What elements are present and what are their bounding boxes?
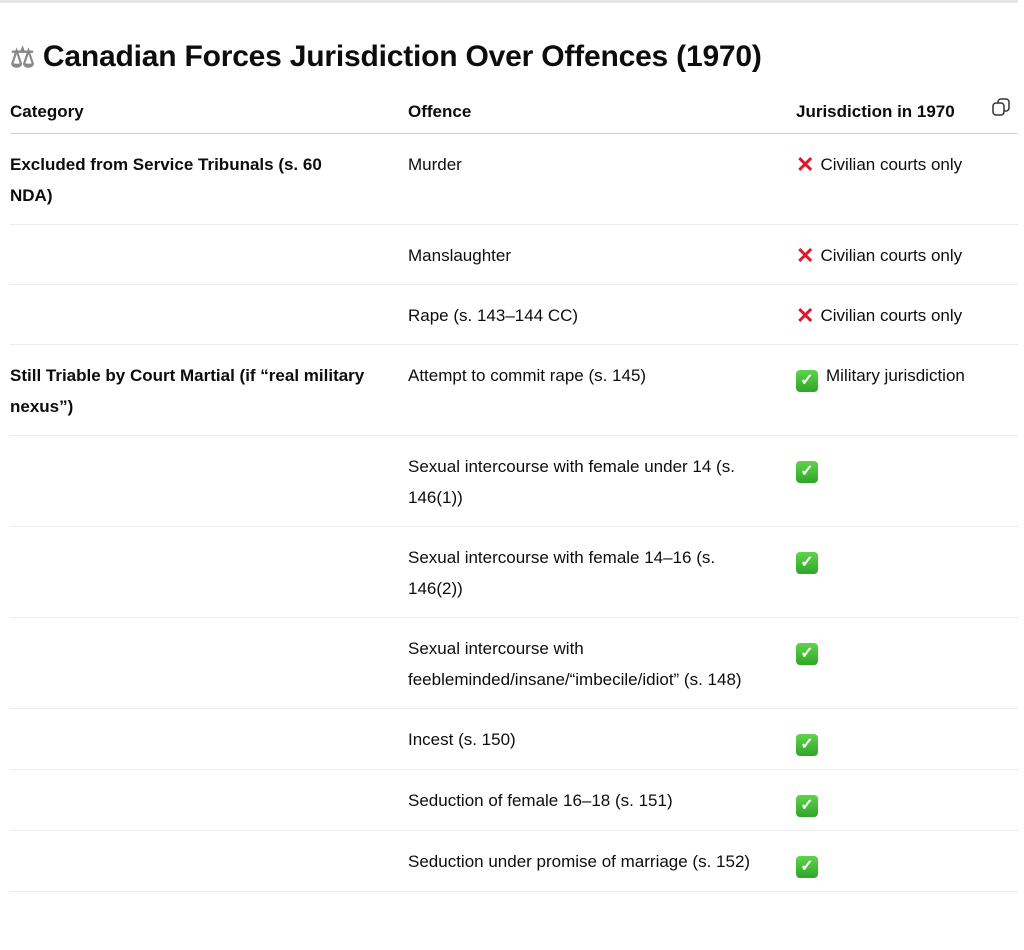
check-mark-icon: ✓ — [796, 370, 818, 392]
page-title-text: Canadian Forces Jurisdiction Over Offenc… — [42, 40, 762, 73]
category-cell — [10, 830, 408, 892]
table-row: Manslaughter ✕ Civilian courts only — [10, 224, 1018, 285]
jurisdiction-cell: ✓ — [796, 708, 1018, 770]
check-mark-icon: ✓ — [796, 856, 818, 878]
offence-cell: Rape (s. 143–144 CC) — [408, 284, 796, 345]
check-mark-icon: ✓ — [796, 643, 818, 665]
table-row: Rape (s. 143–144 CC) ✕ Civilian courts onl… — [10, 284, 1018, 345]
page-title: ⚖ Canadian Forces Jurisdiction Over Offe… — [10, 40, 762, 74]
jurisdiction-cell: ✓ — [796, 830, 1018, 892]
offence-cell: Seduction of female 16–18 (s. 151) — [408, 769, 796, 831]
jurisdiction-text: Military jurisdiction — [826, 366, 965, 385]
offence-cell: Incest (s. 150) — [408, 708, 796, 770]
check-mark-icon: ✓ — [796, 461, 818, 483]
table-row: Sexual intercourse with female under 14 … — [10, 435, 1018, 527]
jurisdiction-cell: ✓ — [796, 769, 1018, 831]
top-divider — [0, 0, 1018, 3]
category-cell — [10, 224, 408, 285]
jurisdiction-cell: ✕ Civilian courts only — [796, 284, 1018, 345]
jurisdiction-cell: ✕ Civilian courts only — [796, 133, 1018, 225]
offence-cell: Sexual intercourse with female 14–16 (s.… — [408, 526, 796, 618]
check-mark-icon: ✓ — [796, 552, 818, 574]
jurisdiction-cell: ✓ — [796, 435, 1018, 527]
check-mark-icon: ✓ — [796, 795, 818, 817]
header-offence: Offence — [408, 92, 796, 134]
balance-scale-icon: ⚖ — [10, 41, 35, 73]
copy-icon[interactable] — [992, 98, 1010, 116]
table-header-row: Category Offence Jurisdiction in 1970 — [10, 92, 1018, 134]
offence-cell: Murder — [408, 133, 796, 225]
category-cell: Excluded from Service Tribunals (s. 60 N… — [10, 133, 408, 225]
offence-cell: Attempt to commit rape (s. 145) — [408, 344, 796, 436]
cross-mark-icon: ✕ — [796, 243, 815, 268]
header-jurisdiction-label: Jurisdiction in 1970 — [796, 102, 955, 121]
category-cell — [10, 526, 408, 618]
jurisdiction-cell: ✕ Civilian courts only — [796, 224, 1018, 285]
category-cell — [10, 708, 408, 770]
offence-cell: Sexual intercourse with feebleminded/ins… — [408, 617, 796, 709]
jurisdiction-text: Civilian courts only — [820, 155, 963, 174]
category-cell: Still Triable by Court Martial (if “real… — [10, 344, 408, 436]
header-jurisdiction: Jurisdiction in 1970 — [796, 92, 1018, 134]
header-category: Category — [10, 92, 408, 134]
category-cell — [10, 617, 408, 709]
cross-mark-icon: ✕ — [796, 303, 815, 328]
table-row: Sexual intercourse with feebleminded/ins… — [10, 617, 1018, 709]
check-mark-icon: ✓ — [796, 734, 818, 756]
jurisdiction-table: Category Offence Jurisdiction in 1970 Ex… — [10, 92, 1018, 892]
table-row: Sexual intercourse with female 14–16 (s.… — [10, 526, 1018, 618]
offence-cell: Manslaughter — [408, 224, 796, 285]
table-row: Seduction under promise of marriage (s. … — [10, 830, 1018, 892]
table-row: Incest (s. 150) ✓ — [10, 708, 1018, 770]
category-cell — [10, 284, 408, 345]
table-row: Still Triable by Court Martial (if “real… — [10, 344, 1018, 436]
jurisdiction-text: Civilian courts only — [820, 306, 963, 325]
table-row: Excluded from Service Tribunals (s. 60 N… — [10, 133, 1018, 225]
category-cell — [10, 435, 408, 527]
jurisdiction-cell: ✓ — [796, 617, 1018, 709]
category-cell — [10, 769, 408, 831]
jurisdiction-cell: ✓ Military jurisdiction — [796, 344, 1018, 436]
offence-cell: Seduction under promise of marriage (s. … — [408, 830, 796, 892]
table-row: Seduction of female 16–18 (s. 151) ✓ — [10, 769, 1018, 831]
jurisdiction-text: Civilian courts only — [820, 246, 963, 265]
offence-cell: Sexual intercourse with female under 14 … — [408, 435, 796, 527]
cross-mark-icon: ✕ — [796, 152, 815, 177]
jurisdiction-cell: ✓ — [796, 526, 1018, 618]
